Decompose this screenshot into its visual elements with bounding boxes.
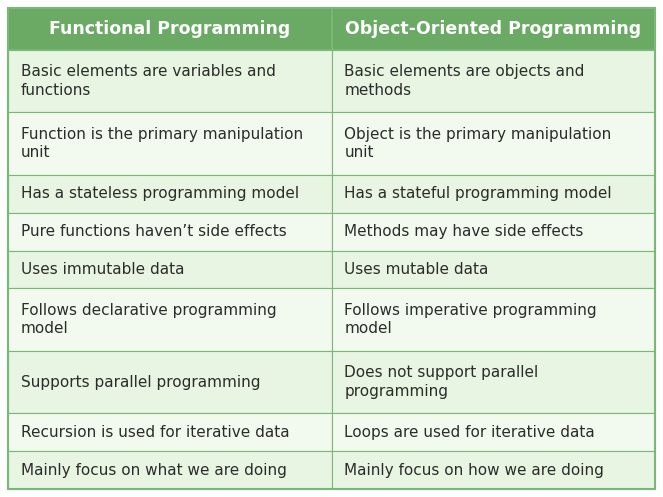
Text: Functional Programming: Functional Programming	[49, 20, 290, 38]
Text: Methods may have side effects: Methods may have side effects	[345, 224, 584, 239]
Text: Has a stateful programming model: Has a stateful programming model	[345, 186, 612, 201]
Bar	[332, 288, 655, 351]
Bar	[8, 50, 332, 112]
Text: Has a stateless programming model: Has a stateless programming model	[21, 186, 299, 201]
Bar	[8, 351, 332, 414]
Bar	[8, 288, 332, 351]
Text: Object-Oriented Programming: Object-Oriented Programming	[345, 20, 641, 38]
Text: Function is the primary manipulation
unit: Function is the primary manipulation uni…	[21, 127, 303, 161]
Bar	[8, 213, 332, 250]
Bar	[8, 175, 332, 213]
Text: Follows imperative programming
model: Follows imperative programming model	[345, 303, 597, 336]
Bar	[332, 351, 655, 414]
Bar	[8, 8, 332, 50]
Bar	[8, 250, 332, 288]
Bar	[332, 50, 655, 112]
Bar	[332, 8, 655, 50]
Bar	[332, 414, 655, 451]
Text: Pure functions haven’t side effects: Pure functions haven’t side effects	[21, 224, 287, 239]
Text: Supports parallel programming: Supports parallel programming	[21, 375, 261, 390]
Text: Recursion is used for iterative data: Recursion is used for iterative data	[21, 425, 290, 440]
Text: Basic elements are variables and
functions: Basic elements are variables and functio…	[21, 65, 276, 98]
Bar	[332, 451, 655, 489]
Text: Loops are used for iterative data: Loops are used for iterative data	[345, 425, 595, 440]
Bar	[8, 451, 332, 489]
Bar	[332, 250, 655, 288]
Bar	[332, 112, 655, 175]
Text: Uses mutable data: Uses mutable data	[345, 262, 489, 277]
Text: Uses immutable data: Uses immutable data	[21, 262, 184, 277]
Bar	[8, 414, 332, 451]
Text: Object is the primary manipulation
unit: Object is the primary manipulation unit	[345, 127, 612, 161]
Text: Basic elements are objects and
methods: Basic elements are objects and methods	[345, 65, 585, 98]
Text: Mainly focus on what we are doing: Mainly focus on what we are doing	[21, 463, 287, 478]
Bar	[8, 112, 332, 175]
Text: Does not support parallel
programming: Does not support parallel programming	[345, 365, 539, 399]
Text: Mainly focus on how we are doing: Mainly focus on how we are doing	[345, 463, 605, 478]
Bar	[332, 175, 655, 213]
Text: Follows declarative programming
model: Follows declarative programming model	[21, 303, 276, 336]
Bar	[332, 213, 655, 250]
